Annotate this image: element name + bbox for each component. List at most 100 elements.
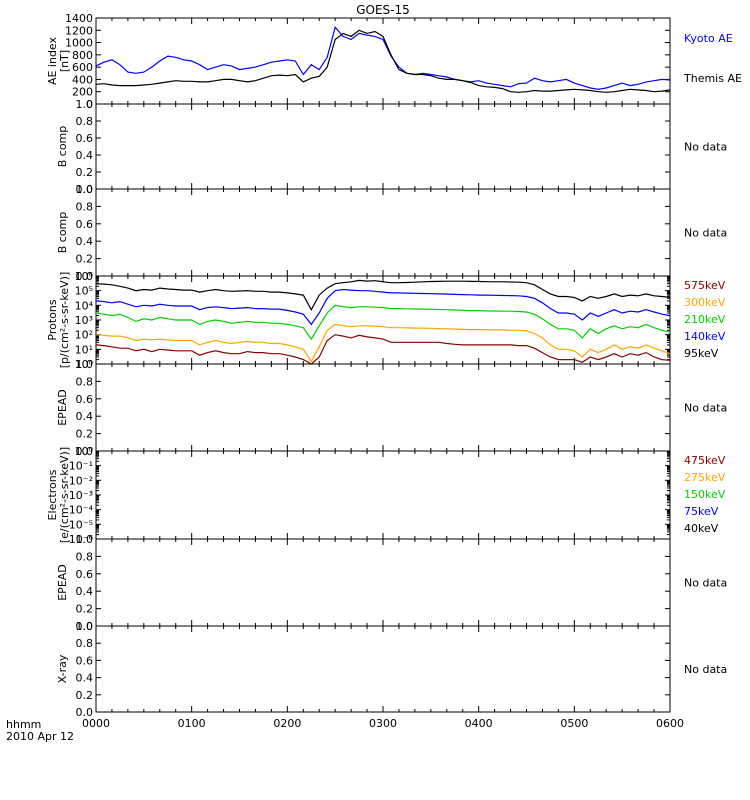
ytick-label: 10³: [75, 314, 93, 327]
ytick-label: 0.2: [76, 253, 94, 266]
series-ae-index-kyoto-ae: [96, 25, 670, 90]
legend-95kev: 95keV: [684, 347, 719, 360]
ytick-label: 10⁵: [75, 285, 93, 298]
legend-40kev: 40keV: [684, 522, 719, 535]
ytick-label: 10⁻⁶: [69, 533, 94, 546]
time-tick-label: 0300: [369, 717, 397, 730]
panel-electrons: 10⁻⁶ 10⁻⁵10⁻⁴ 10⁻³ 10⁻²10⁻¹ 10⁰ Electrons [e/(…: [46, 445, 726, 546]
panel-ylabel: EPEAD: [56, 389, 69, 426]
ytick-label: 0.2: [76, 689, 94, 702]
legend-575kev: 575keV: [684, 279, 726, 292]
ytick-label: 1000: [65, 37, 93, 50]
panel-ylabel: Protons: [46, 299, 59, 340]
panel-x-ray: 0.0 0.2 0.4 0.6 0.8 1.0 X-ray No data: [56, 620, 727, 719]
series-protons-575kev: [96, 334, 670, 364]
ytick-label: 200: [72, 86, 93, 99]
ytick-label: 0.0: [76, 445, 94, 458]
legend-210kev: 210keV: [684, 313, 726, 326]
panel-ylabel: B comp: [56, 212, 69, 254]
panel-epead-2: 0.0 0.2 0.4 0.6 0.8 1.0 EPEAD No data: [56, 533, 727, 633]
panel-ylabel: AE index: [46, 36, 59, 85]
ytick-label: 0: [86, 98, 93, 111]
ytick-label: 0.0: [76, 620, 94, 633]
ytick-label: 0.6: [76, 393, 94, 406]
no-data-note: No data: [684, 577, 727, 590]
ytick-label: 10²: [75, 329, 93, 342]
figure-title: GOES-15: [356, 3, 410, 17]
panel-ylabel: [e/(cm²-s-sr-keV)]: [58, 447, 71, 543]
ytick-label: 10⁶: [75, 270, 94, 283]
panel-ylabel: B comp: [56, 126, 69, 168]
ytick-label: 1.0: [76, 358, 94, 371]
ytick-label: 0.0: [76, 270, 94, 283]
ytick-label: 0.4: [76, 235, 94, 248]
panel-frame: [95, 625, 671, 713]
panel-frame: [95, 188, 671, 277]
ytick-label: 10¹: [75, 343, 93, 356]
ytick-label: 0.4: [76, 672, 94, 685]
ytick-label: 10⁻⁵: [69, 518, 93, 531]
ytick-label: 0.6: [76, 132, 94, 145]
legend-kyoto-ae: Kyoto AE: [684, 32, 733, 45]
ytick-label: 0.6: [76, 568, 94, 581]
panel-b-comp-2: 0.0 0.2 0.4 0.6 0.8 1.0 B comp No data: [56, 183, 727, 283]
panel-ylabel: EPEAD: [56, 564, 69, 601]
legend-275kev: 275keV: [684, 471, 726, 484]
time-tick-label: 0000: [82, 717, 110, 730]
ytick-label: 0.2: [76, 166, 94, 179]
legend-75kev: 75keV: [684, 505, 719, 518]
no-data-note: No data: [684, 141, 727, 154]
legend-140kev: 140keV: [684, 330, 726, 343]
series-protons-95kev: [96, 279, 670, 311]
ytick-label: 0.4: [76, 585, 94, 598]
panel-frame: [95, 538, 671, 627]
ytick-label: 1.0: [76, 98, 94, 111]
ytick-label: 1200: [65, 24, 93, 37]
ytick-label: 1.0: [76, 620, 94, 633]
ytick-label: 0.8: [76, 550, 94, 563]
ytick-label: 0.6: [76, 654, 94, 667]
panel-ylabel: Electrons: [46, 469, 59, 520]
panel-frame: [95, 450, 671, 540]
time-tick-label: 0100: [178, 717, 206, 730]
no-data-note: No data: [684, 402, 727, 415]
ytick-label: 1.0: [76, 533, 94, 546]
ytick-label: 10⁻³: [69, 489, 93, 502]
ytick-label: 400: [72, 73, 93, 86]
panel-b-comp-1: 0.0 0.2 0.4 0.6 0.8 1.0 B comp No data: [56, 98, 727, 196]
panel-ylabel: [nT]: [58, 50, 71, 72]
ytick-label: 10⁰: [75, 445, 94, 458]
panel-frame: [95, 103, 671, 190]
ytick-label: 0.6: [76, 218, 94, 231]
legend-themis-ae: Themis AE: [683, 72, 742, 85]
ytick-label: 1400: [65, 12, 93, 25]
no-data-note: No data: [684, 663, 727, 676]
ytick-label: 0.4: [76, 410, 94, 423]
time-tick-label: 0500: [560, 717, 588, 730]
panel-frame: [95, 17, 671, 105]
series-protons-140kev: [96, 288, 670, 326]
series-protons-210kev: [96, 304, 670, 341]
ytick-label: 0.4: [76, 149, 94, 162]
no-data-note: No data: [684, 227, 727, 240]
legend-150kev: 150keV: [684, 488, 726, 501]
time-tick-label: 0600: [656, 717, 684, 730]
corner-label-date: 2010 Apr 12: [6, 730, 74, 743]
ytick-label: 600: [72, 61, 93, 74]
ytick-label: 10⁴: [75, 299, 94, 312]
ytick-label: 10⁻⁴: [69, 504, 94, 517]
ytick-label: 0.8: [76, 200, 94, 213]
ytick-label: 0.0: [76, 183, 94, 196]
legend-300kev: 300keV: [684, 296, 726, 309]
ytick-label: 0.8: [76, 375, 94, 388]
series-ae-index-themis-ae: [96, 29, 670, 93]
time-tick-label: 0400: [465, 717, 493, 730]
series-protons-300kev: [96, 323, 670, 363]
ytick-label: 10⁻¹: [69, 460, 93, 473]
panel-ylabel: X-ray: [56, 654, 69, 683]
legend-475kev: 475keV: [684, 454, 726, 467]
ytick-label: 10⁰: [75, 358, 94, 371]
